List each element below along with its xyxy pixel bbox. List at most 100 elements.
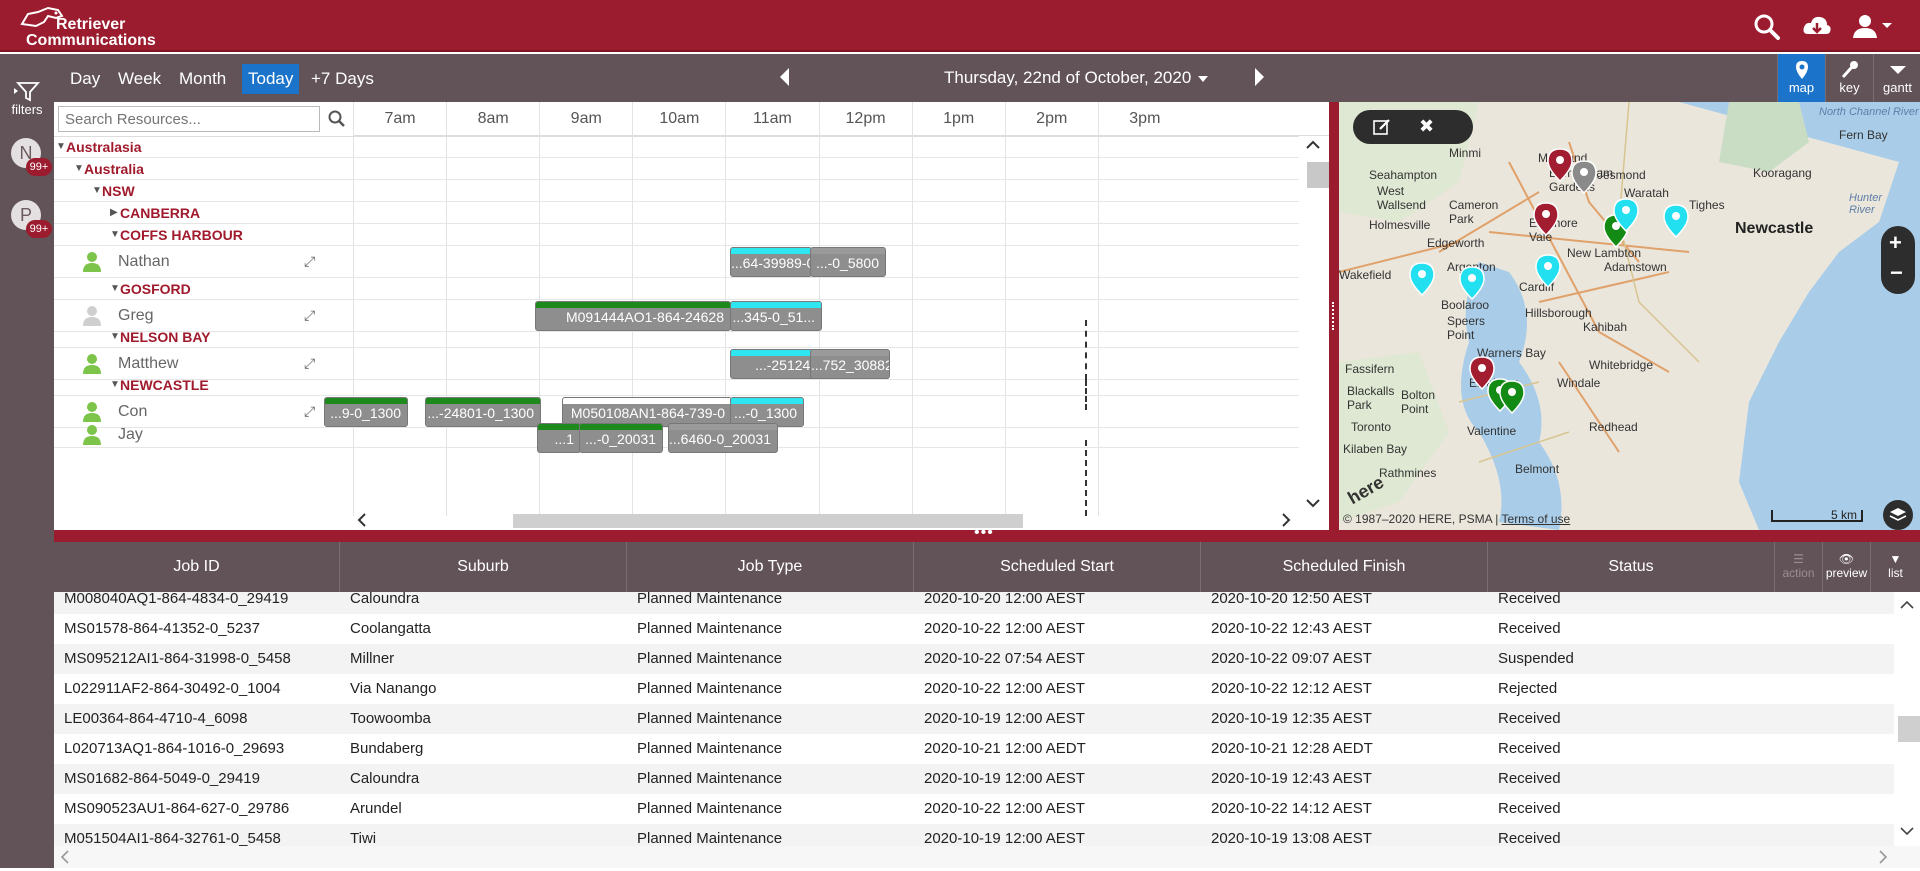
collapse-arrow-icon[interactable]: ▼ <box>74 163 84 174</box>
view-day-button[interactable]: Day <box>70 69 101 88</box>
table-row[interactable]: MS095212AI1-864-31998-0_5458 Millner Plann… <box>54 644 1894 674</box>
job-bar[interactable]: ...-0_20031 <box>579 423 663 453</box>
brand-logo[interactable]: Retriever Communications <box>18 6 158 49</box>
column-header-scheduled-start[interactable]: Scheduled Start <box>914 542 1201 592</box>
expand-icon[interactable]: ⤢ <box>304 253 316 269</box>
date-selector[interactable]: Thursday, 22nd of October, 2020 <box>944 54 1209 102</box>
job-bar[interactable]: M091444AO1-864-24628 <box>535 301 731 331</box>
table-row[interactable]: MS090523AU1-864-627-0_29786 Arundel Planne… <box>54 794 1894 824</box>
resource-row[interactable]: Nathan ⤢ <box>54 246 1299 278</box>
edit-icon[interactable] <box>1373 118 1391 139</box>
map-pin-icon[interactable] <box>1459 266 1485 301</box>
preview-button[interactable]: 👁 preview <box>1823 542 1871 592</box>
key-button[interactable]: key <box>1825 54 1873 102</box>
cell-type: Planned Maintenance <box>637 830 783 846</box>
map-pin-icon[interactable] <box>1409 262 1435 297</box>
table-row[interactable]: M051504AI1-864-32761-0_5458 Tiwi Planned M… <box>54 824 1894 846</box>
collapse-arrow-icon[interactable]: ▼ <box>110 283 120 294</box>
expand-icon[interactable]: ⤢ <box>304 307 316 323</box>
table-horizontal-scrollbar[interactable] <box>54 846 1920 868</box>
table-vertical-scrollbar[interactable] <box>1894 592 1920 846</box>
cloud-download-icon[interactable] <box>1802 12 1832 40</box>
drag-handle[interactable]: ••• <box>974 524 994 541</box>
collapse-arrow-icon[interactable]: ▼ <box>92 185 102 196</box>
notification-badge: 99+ <box>26 220 52 238</box>
collapse-arrow-icon[interactable]: ▼ <box>110 229 120 240</box>
table-row[interactable]: LE00364-864-4710-4_6098 Toowoomba Planned … <box>54 704 1894 734</box>
collapse-arrow-icon[interactable]: ▼ <box>110 331 120 342</box>
table-row[interactable]: MS01578-864-41352-0_5237 Coolangatta Plann… <box>54 614 1894 644</box>
job-bar[interactable]: ...345-0_51... <box>730 301 822 331</box>
gantt-button[interactable]: gantt <box>1873 54 1920 102</box>
list-button[interactable]: ▼ list <box>1871 542 1920 592</box>
map-pin-icon[interactable] <box>1499 380 1525 415</box>
map-pin-icon[interactable] <box>1613 198 1639 233</box>
split-divider[interactable] <box>1329 102 1339 530</box>
job-bar[interactable]: ...64-39989-0 <box>730 247 812 277</box>
job-bar[interactable]: ...-24801-0_1300 <box>425 397 541 427</box>
job-bar-status-cap <box>811 248 885 254</box>
column-header-scheduled-finish[interactable]: Scheduled Finish <box>1201 542 1488 592</box>
user-menu-icon[interactable] <box>1852 12 1894 40</box>
filters-button[interactable]: filters <box>0 80 54 117</box>
column-header-status[interactable]: Status <box>1488 542 1775 592</box>
column-header-job-id[interactable]: Job ID <box>54 542 340 592</box>
collapse-arrow-icon[interactable]: ▼ <box>110 379 120 390</box>
expand-icon[interactable]: ⤢ <box>304 355 316 371</box>
table-row[interactable]: M008040AQ1-864-4834-0_29419 Caloundra Plan… <box>54 592 1894 614</box>
view-7days-button[interactable]: +7 Days <box>311 69 374 88</box>
table-row[interactable]: L020713AQ1-864-1016-0_29693 Bundaberg Plan… <box>54 734 1894 764</box>
job-bar[interactable]: ...-25124- <box>730 349 822 379</box>
next-date-arrow-icon[interactable] <box>1255 68 1264 86</box>
expand-arrow-icon[interactable]: ▶ <box>110 207 118 218</box>
table-row[interactable]: MS01682-864-5049-0_29419 Caloundra Planned… <box>54 764 1894 794</box>
view-month-button[interactable]: Month <box>179 69 227 88</box>
search-icon[interactable] <box>328 110 346 131</box>
expand-icon[interactable]: ⤢ <box>304 403 316 419</box>
map-toggle-button[interactable]: map <box>1777 54 1825 102</box>
map-pin-icon[interactable] <box>1535 254 1561 289</box>
job-bar[interactable]: ...752_30882 <box>810 349 890 379</box>
terms-of-use-link[interactable]: Terms of use <box>1501 512 1571 526</box>
zoom-out-icon[interactable]: − <box>1890 260 1903 285</box>
tree-group-row[interactable]: ▼ Australasia <box>54 136 1299 158</box>
tree-group-row[interactable]: ▼ NEWCASTLE <box>54 374 1299 396</box>
job-bar[interactable]: ...-0_5800 <box>810 247 886 277</box>
table-row[interactable]: L022911AF2-864-30492-0_1004 Via Nanango Pl… <box>54 674 1894 704</box>
search-icon[interactable] <box>1752 12 1782 40</box>
job-bar[interactable]: ...9-0_1300 <box>324 397 408 427</box>
tree-group-row[interactable]: ▼ COFFS HARBOUR <box>54 224 1299 246</box>
map-pin-icon[interactable] <box>1571 160 1597 195</box>
tree-group-row[interactable]: ▼ GOSFORD <box>54 278 1299 300</box>
zoom-in-icon[interactable]: + <box>1889 230 1902 255</box>
tree-group-row[interactable]: ▼ NSW <box>54 180 1299 202</box>
panel-resize-handle[interactable]: ••• <box>54 524 1920 542</box>
column-header-job-type[interactable]: Job Type <box>627 542 914 592</box>
brand-line1: Retriever <box>56 16 126 33</box>
resource-row[interactable]: Greg ⤢ <box>54 300 1299 332</box>
tree-group-row[interactable]: ▼ Australia <box>54 158 1299 180</box>
drag-handle[interactable] <box>1332 302 1336 330</box>
search-resources-input[interactable] <box>58 106 320 132</box>
tree-group-row[interactable]: ▼ NELSON BAY <box>54 326 1299 348</box>
prev-date-arrow-icon[interactable] <box>780 68 789 86</box>
hour-gridline <box>353 136 354 516</box>
gantt-horizontal-scrollbar[interactable] <box>353 510 1299 530</box>
close-icon[interactable]: ✖ <box>1419 116 1435 136</box>
map-pin-icon[interactable] <box>1663 204 1689 239</box>
layers-icon[interactable] <box>1883 500 1913 530</box>
job-bar[interactable]: ...6460-0_20031 <box>668 423 778 453</box>
cell-finish: 2020-10-22 09:07 AEST <box>1211 650 1372 667</box>
view-week-button[interactable]: Week <box>118 69 162 88</box>
map-pin-icon[interactable] <box>1533 202 1559 237</box>
view-today-button[interactable]: Today <box>242 64 300 94</box>
gantt-vertical-scrollbar[interactable] <box>1299 136 1329 516</box>
tree-group-row[interactable]: ▶ CANBERRA <box>54 202 1299 224</box>
map-pin-icon[interactable] <box>1547 148 1573 183</box>
resource-row[interactable]: Matthew ⤢ <box>54 348 1299 380</box>
map-panel[interactable]: ✖ Minmi Maryland Birmingham Gardens Seah… <box>1339 102 1920 530</box>
collapse-arrow-icon[interactable]: ▼ <box>56 141 66 152</box>
job-bar[interactable]: ...1 <box>537 423 581 453</box>
map-pin-icon[interactable] <box>1469 356 1495 391</box>
column-header-suburb[interactable]: Suburb <box>340 542 627 592</box>
